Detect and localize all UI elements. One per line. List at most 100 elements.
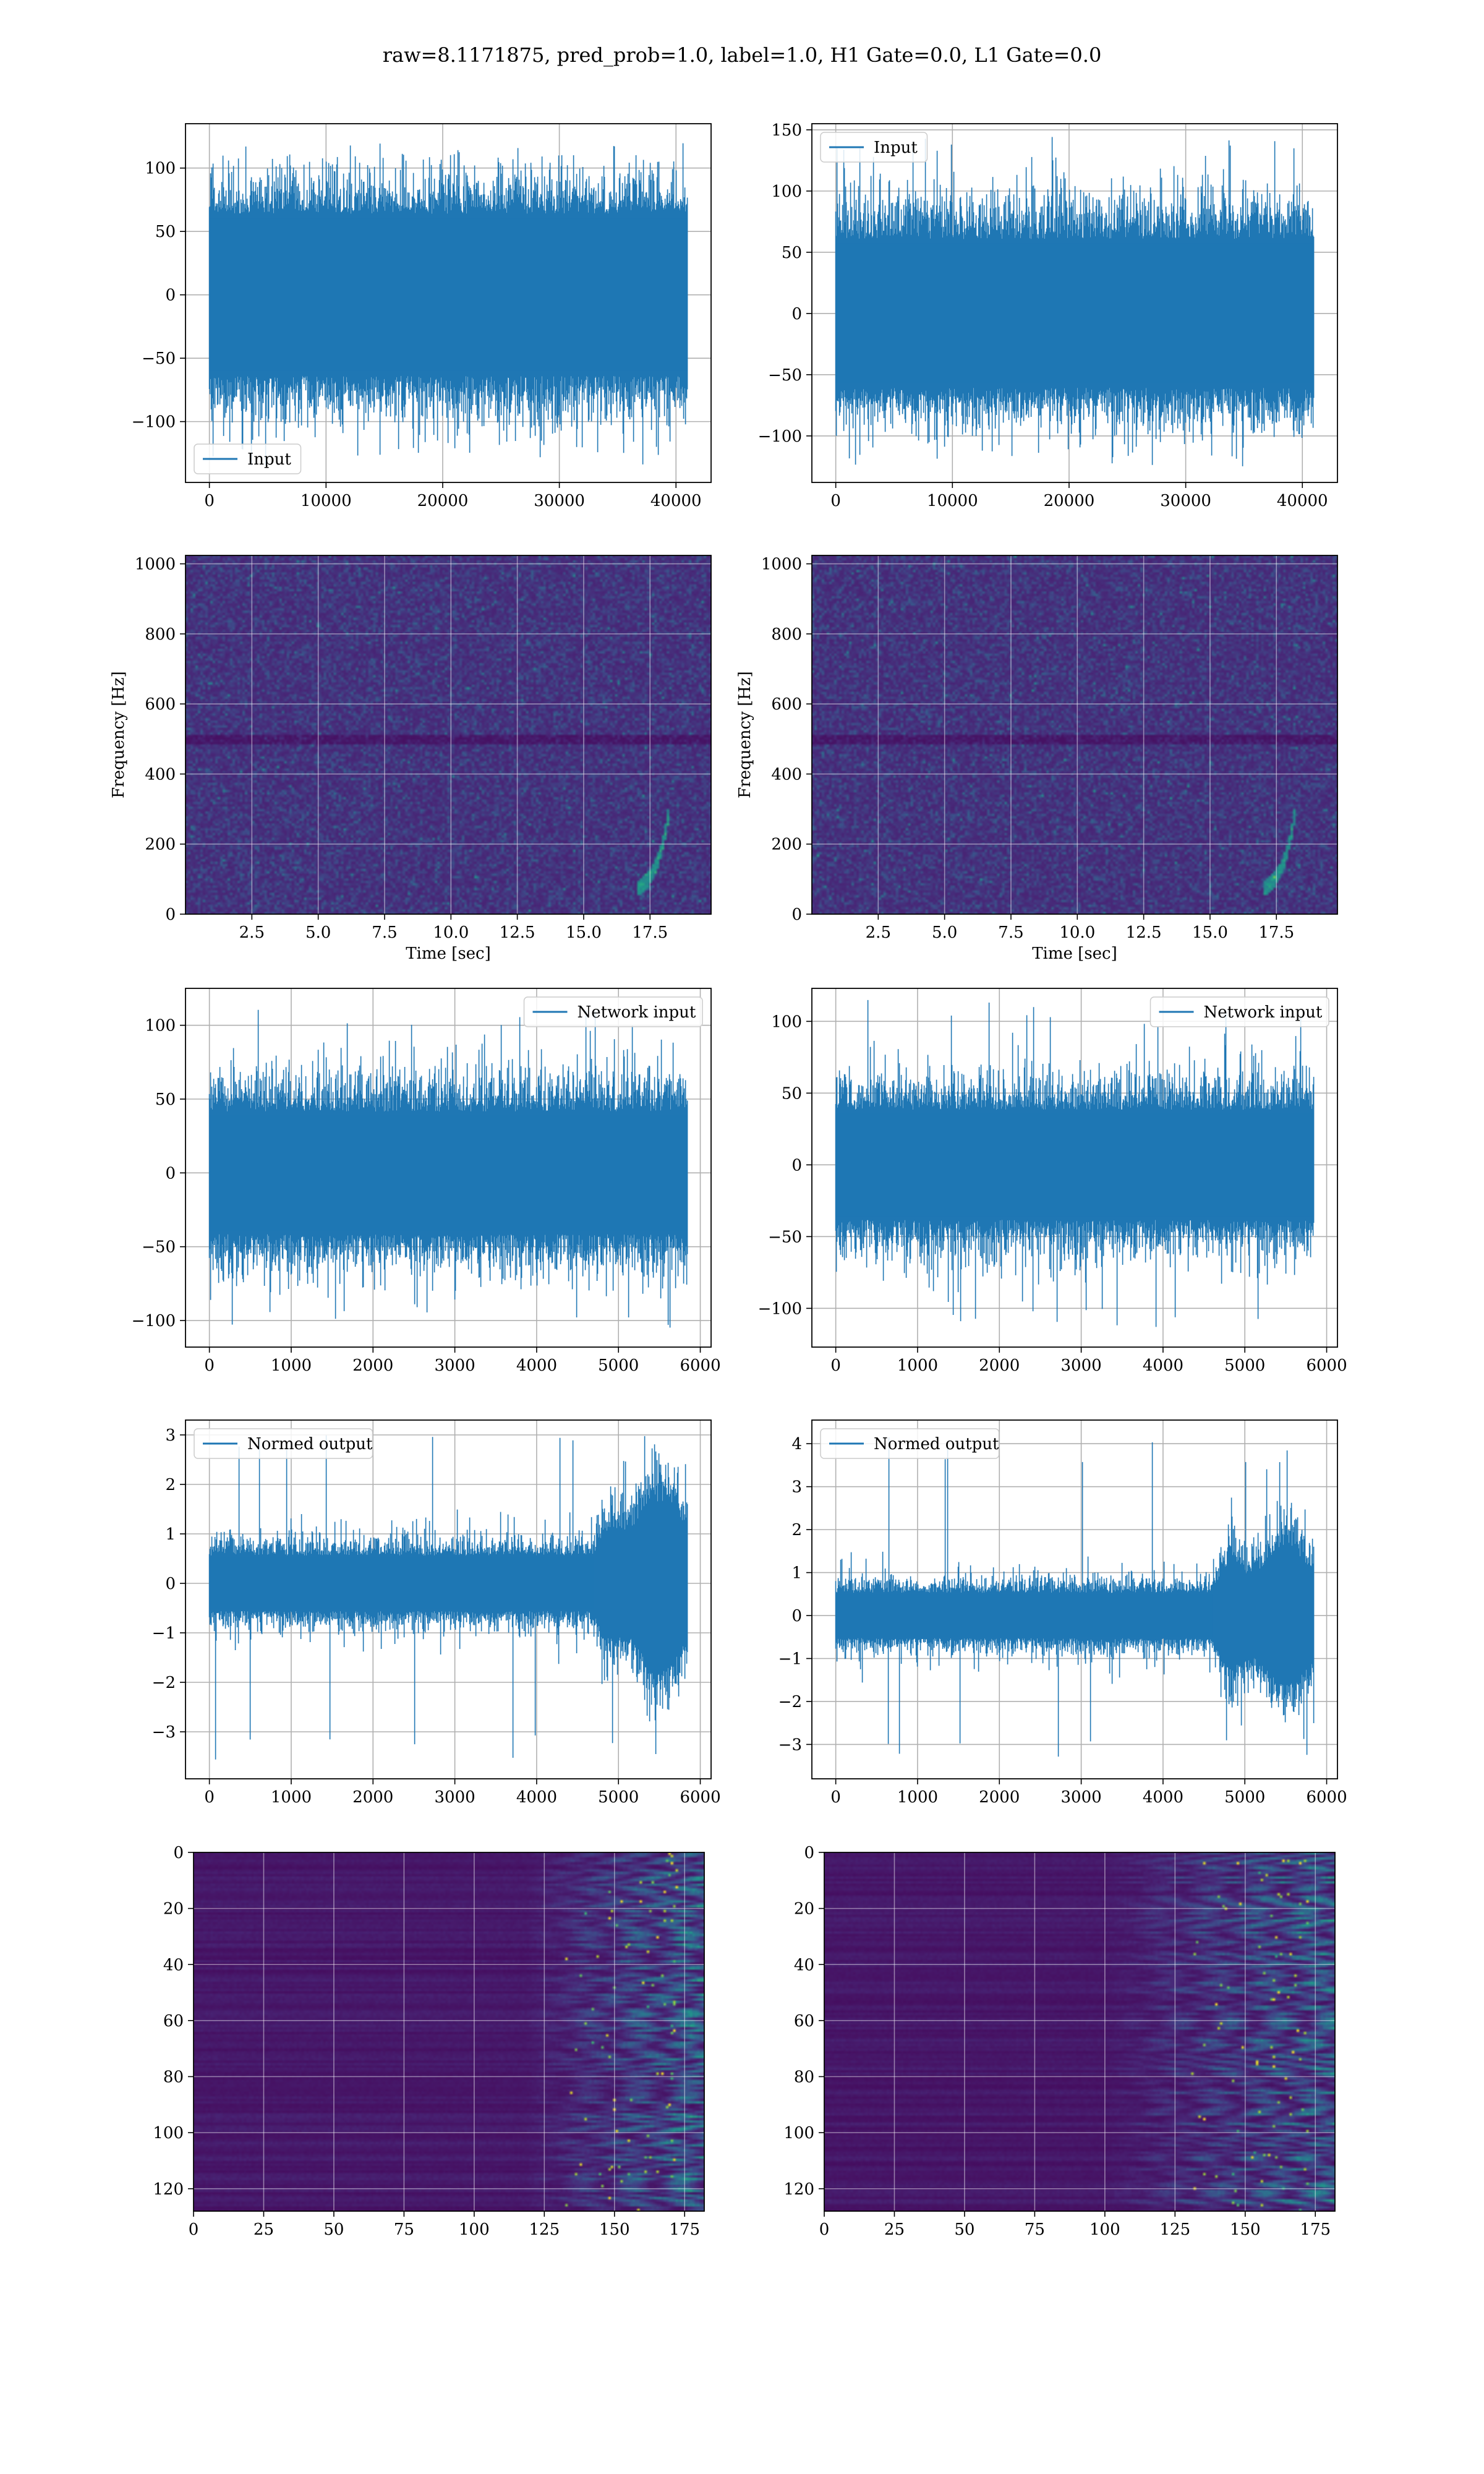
y-tick-label: −50	[768, 1228, 802, 1246]
legend: Input	[194, 443, 302, 474]
legend-box	[1149, 996, 1329, 1027]
x-tick-label: 6000	[680, 1788, 720, 1807]
x-tick-label: 17.5	[632, 923, 668, 942]
x-tick-label: 20000	[417, 492, 469, 510]
y-tick-label: 100	[783, 2124, 814, 2142]
legend-label: Network input	[578, 1003, 696, 1022]
y-tick-label: 20	[163, 1900, 184, 1919]
y-tick-label: 600	[771, 695, 802, 714]
legend-label: Input	[874, 139, 918, 157]
y-tick-label: 0	[791, 1156, 802, 1175]
legend-box	[194, 443, 302, 474]
y-tick-label: 4	[791, 1435, 802, 1453]
x-tick-label: 6000	[1306, 1788, 1347, 1807]
y-tick-label: 80	[163, 2068, 184, 2087]
y-tick-label: 400	[771, 765, 802, 784]
axes-frame	[185, 555, 712, 915]
x-tick-label: 5.0	[932, 923, 957, 942]
y-tick-label: −3	[152, 1723, 176, 1742]
y-tick-label: 60	[794, 2012, 814, 2031]
x-tick-label: 10.0	[433, 923, 469, 942]
y-tick-label: −2	[778, 1693, 802, 1711]
legend: Input	[820, 132, 928, 163]
x-tick-label: 0	[830, 492, 841, 510]
heatmap-image	[186, 555, 711, 914]
y-tick-label: 150	[771, 121, 802, 140]
y-tick-label: −1	[152, 1624, 176, 1643]
y-tick-label: 40	[794, 1956, 814, 1974]
x-tick-label: 50	[954, 2220, 974, 2239]
heatmap-image	[824, 1852, 1335, 2211]
axes-frame	[811, 988, 1338, 1348]
x-tick-label: 7.5	[372, 923, 397, 942]
y-tick-label: 800	[145, 625, 176, 644]
y-tick-label: 3	[791, 1478, 802, 1497]
y-tick-label: 50	[782, 244, 802, 262]
x-tick-label: 1000	[271, 1788, 312, 1807]
axes-frame	[811, 123, 1338, 483]
axes-frame	[811, 555, 1338, 915]
series-dense-core	[209, 218, 688, 371]
heatmap-image	[812, 555, 1337, 914]
x-tick-label: 1000	[897, 1788, 938, 1807]
series-dense-core	[835, 1594, 1213, 1637]
y-tick-label: 800	[771, 625, 802, 644]
x-tick-label: 100	[1090, 2220, 1120, 2239]
x-tick-label: 3000	[1060, 1356, 1101, 1375]
subplot-normed-output-l1: 0 1000 2000 3000 4000 5000 6000 −3 −2 −1 0 1 2 3 4 Norm…	[778, 1419, 1347, 1807]
y-tick-label: 1000	[761, 555, 802, 574]
series-dense-core	[835, 1113, 1314, 1217]
x-tick-label: 175	[1300, 2220, 1331, 2239]
y-tick-label: −50	[768, 366, 802, 385]
x-tick-label: 7.5	[998, 923, 1023, 942]
axes-frame	[824, 1852, 1336, 2212]
x-tick-label: 2000	[979, 1788, 1020, 1807]
y-tick-label: 600	[145, 695, 176, 714]
subplot-normed-output-h1: 0 1000 2000 3000 4000 5000 6000 −3 −2 −1 0 1 2 3 Norme…	[152, 1419, 721, 1807]
x-tick-label: 0	[830, 1788, 841, 1807]
x-tick-label: 5000	[598, 1788, 639, 1807]
axes-frame	[193, 1852, 705, 2212]
x-tick-label: 2.5	[866, 923, 891, 942]
x-tick-label: 125	[1159, 2220, 1190, 2239]
y-tick-label: 3	[165, 1426, 176, 1445]
x-tick-label: 50	[323, 2220, 344, 2239]
y-axis-label: Frequency [Hz]	[109, 671, 128, 798]
y-tick-label: 100	[153, 2124, 184, 2142]
legend: Normed output	[194, 1428, 373, 1459]
y-tick-label: 100	[145, 160, 176, 178]
y-tick-label: −2	[152, 1674, 176, 1692]
x-tick-label: 150	[599, 2220, 630, 2239]
x-tick-label: 3000	[434, 1356, 475, 1375]
x-axis-label: Time [sec]	[406, 944, 491, 963]
x-tick-label: 5.0	[305, 923, 331, 942]
x-tick-label: 4000	[1143, 1356, 1183, 1375]
y-tick-label: 0	[791, 905, 802, 924]
axes-frame	[185, 1419, 712, 1779]
y-tick-label: 0	[791, 1607, 802, 1625]
axes-frame	[811, 1419, 1338, 1779]
x-tick-label: 75	[1025, 2220, 1045, 2239]
x-tick-label: 4000	[516, 1356, 557, 1375]
y-tick-label: 0	[804, 1844, 814, 1862]
legend-box	[523, 996, 703, 1027]
x-tick-label: 10.0	[1059, 923, 1095, 942]
x-tick-label: 0	[189, 2220, 199, 2239]
y-tick-label: −100	[132, 1312, 176, 1330]
x-tick-label: 12.5	[500, 923, 535, 942]
x-tick-label: 150	[1230, 2220, 1261, 2239]
y-tick-label: 1	[791, 1564, 802, 1583]
x-tick-label: 0	[830, 1356, 841, 1375]
legend-label: Network input	[1204, 1003, 1323, 1022]
y-axis-label: Frequency [Hz]	[736, 671, 754, 798]
x-tick-label: 25	[884, 2220, 905, 2239]
y-tick-label: 20	[794, 1900, 814, 1919]
y-tick-label: 2	[165, 1476, 176, 1494]
x-tick-label: 175	[669, 2220, 700, 2239]
y-tick-label: 2	[791, 1521, 802, 1539]
x-tick-label: 100	[459, 2220, 490, 2239]
y-tick-label: 80	[794, 2068, 814, 2087]
y-tick-label: 120	[783, 2180, 814, 2199]
y-tick-label: 50	[155, 1090, 176, 1109]
